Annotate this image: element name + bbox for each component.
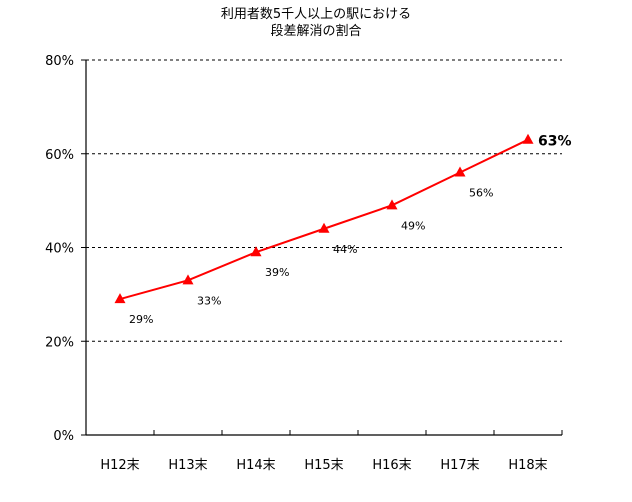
x-tick-label: H18末 bbox=[508, 458, 547, 473]
data-label: 44% bbox=[333, 243, 357, 256]
x-tick-label: H15末 bbox=[304, 458, 343, 473]
data-label: 63% bbox=[538, 134, 572, 150]
data-point-marker bbox=[454, 166, 466, 177]
series-line bbox=[119, 138, 529, 301]
y-tick-label: 0% bbox=[53, 429, 74, 444]
data-label: 39% bbox=[265, 266, 289, 279]
y-tick-label: 40% bbox=[45, 242, 74, 257]
data-label: 33% bbox=[197, 294, 221, 307]
data-label: 56% bbox=[469, 187, 493, 200]
chart-title: 利用者数5千人以上の駅における 段差解消の割合 bbox=[0, 6, 632, 40]
x-tick-label: H17末 bbox=[440, 458, 479, 473]
data-point-marker bbox=[250, 246, 262, 257]
axes bbox=[81, 59, 563, 436]
x-tick-label: H12末 bbox=[100, 458, 139, 473]
data-label: 29% bbox=[129, 313, 153, 326]
y-tick-label: 60% bbox=[45, 148, 74, 163]
chart-title-line-1: 利用者数5千人以上の駅における bbox=[220, 7, 412, 22]
x-tick-label: H14末 bbox=[236, 458, 275, 473]
x-tick-label: H16末 bbox=[372, 458, 411, 473]
y-axis-tick-labels: 0% 20% 40% 60% 80% bbox=[45, 54, 74, 444]
x-axis-tick-labels: H12末 H13末 H14末 H15末 H16末 H17末 H18末 bbox=[100, 458, 547, 473]
data-series bbox=[114, 133, 534, 304]
chart-title-line-2: 段差解消の割合 bbox=[270, 24, 362, 39]
data-point-marker bbox=[318, 222, 330, 233]
data-point-marker bbox=[114, 293, 126, 304]
y-tick-label: 20% bbox=[45, 335, 74, 350]
x-tick-label: H13末 bbox=[168, 458, 207, 473]
data-point-marker bbox=[386, 199, 398, 210]
data-point-marker bbox=[522, 133, 534, 144]
data-label: 49% bbox=[401, 219, 425, 232]
y-tick-label: 80% bbox=[45, 54, 74, 69]
data-point-marker bbox=[182, 274, 194, 285]
data-labels: 29% 33% 39% 44% 49% 56% 63% bbox=[129, 134, 572, 326]
gridlines bbox=[86, 59, 562, 342]
